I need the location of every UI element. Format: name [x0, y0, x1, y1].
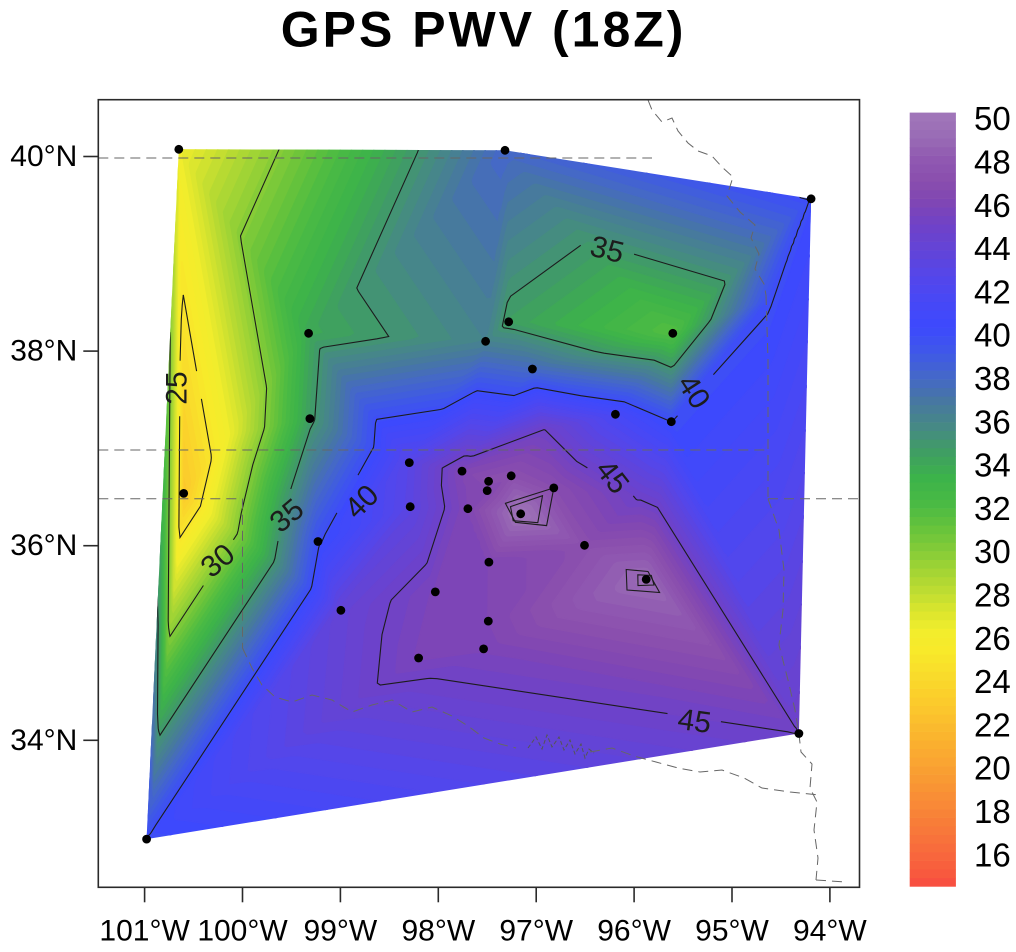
svg-text:35: 35 [587, 230, 627, 270]
svg-text:38°N: 38°N [10, 335, 77, 368]
svg-text:45: 45 [676, 703, 714, 740]
svg-text:98°W: 98°W [401, 914, 475, 947]
svg-text:96°W: 96°W [597, 914, 671, 947]
svg-text:40°N: 40°N [10, 140, 77, 173]
svg-text:36°N: 36°N [10, 529, 77, 562]
svg-text:46: 46 [974, 187, 1011, 224]
svg-text:44: 44 [974, 230, 1011, 267]
svg-text:50: 50 [974, 100, 1011, 137]
svg-text:34: 34 [974, 447, 1011, 484]
svg-text:42: 42 [974, 273, 1011, 310]
svg-text:97°W: 97°W [499, 914, 573, 947]
svg-text:99°W: 99°W [304, 914, 378, 947]
svg-text:100°W: 100°W [197, 914, 288, 947]
svg-text:34°N: 34°N [10, 724, 77, 757]
svg-text:38: 38 [974, 360, 1011, 397]
svg-text:26: 26 [974, 620, 1011, 657]
svg-text:GPS PWV (18Z): GPS PWV (18Z) [281, 1, 687, 57]
svg-text:32: 32 [974, 490, 1011, 527]
svg-text:94°W: 94°W [793, 914, 867, 947]
svg-text:24: 24 [974, 663, 1011, 700]
svg-text:16: 16 [974, 836, 1011, 873]
svg-text:28: 28 [974, 577, 1011, 614]
svg-text:40: 40 [974, 317, 1011, 354]
svg-text:30: 30 [974, 533, 1011, 570]
svg-text:95°W: 95°W [695, 914, 769, 947]
svg-text:22: 22 [974, 706, 1011, 743]
svg-text:36: 36 [974, 403, 1011, 440]
svg-text:48: 48 [974, 144, 1011, 181]
svg-text:20: 20 [974, 750, 1011, 787]
svg-text:18: 18 [974, 793, 1011, 830]
svg-text:101°W: 101°W [99, 914, 190, 947]
svg-text:25: 25 [160, 371, 193, 404]
